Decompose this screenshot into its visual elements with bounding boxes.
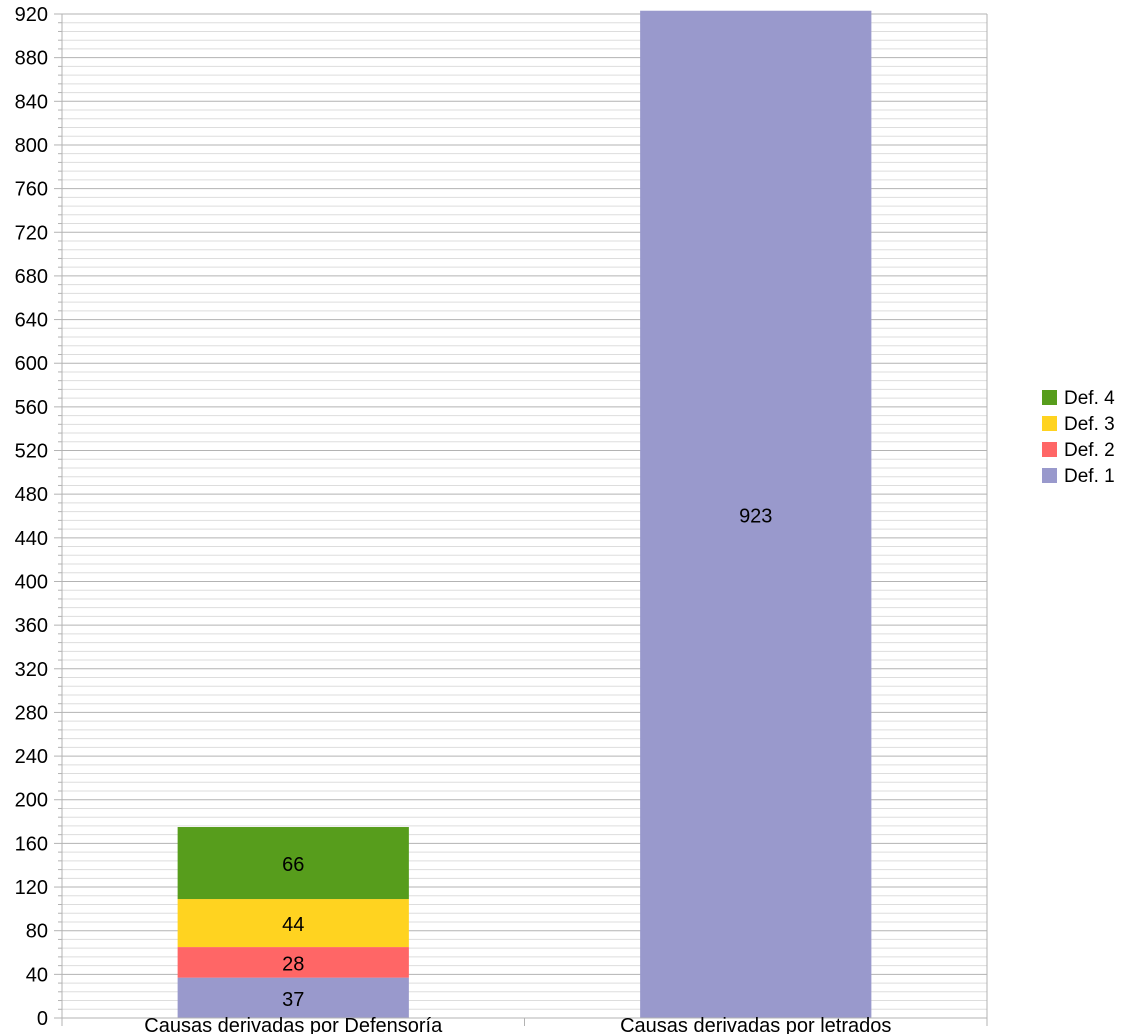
data-label: 923 (739, 505, 772, 527)
y-tick-label: 480 (15, 484, 48, 506)
y-tick-label: 640 (15, 310, 48, 332)
y-tick-label: 360 (15, 615, 48, 637)
data-label: 66 (282, 854, 304, 876)
category-labels: Causas derivadas por Defensoría Causas de… (144, 1015, 891, 1034)
y-tick-label: 720 (15, 222, 48, 244)
bar-segment (177, 977, 409, 1018)
y-tick-label: 440 (15, 528, 48, 550)
y-tick-label: 600 (15, 353, 48, 375)
y-tick-labels: 0 40 80 120 160 200 240 280 320 360 400 440 480 520 56… (15, 4, 48, 1030)
y-tick-label: 280 (15, 702, 48, 724)
category-label: Causas derivadas por Defensoría (144, 1015, 443, 1034)
legend-label: Def. 4 (1064, 388, 1115, 409)
y-tick-label: 0 (37, 1008, 48, 1030)
y-tick-label: 920 (15, 4, 48, 26)
legend: Def. 4 Def. 3 Def. 2 Def. 1 (1042, 388, 1115, 487)
bar-segment (177, 827, 409, 900)
y-tick-label: 80 (26, 921, 48, 943)
axes (54, 13, 988, 1026)
y-tick-label: 560 (15, 397, 48, 419)
y-tick-label: 760 (15, 179, 48, 201)
y-tick-label: 880 (15, 48, 48, 70)
legend-swatch (1042, 468, 1057, 483)
bar-segment (640, 10, 872, 1019)
y-tick-label: 800 (15, 135, 48, 157)
y-tick-label: 160 (15, 833, 48, 855)
y-tick-label: 200 (15, 790, 48, 812)
legend-swatch (1042, 442, 1057, 457)
y-tick-label: 320 (15, 659, 48, 681)
y-tick-label: 400 (15, 571, 48, 593)
bar-segment (177, 947, 409, 978)
legend-swatch (1042, 390, 1057, 405)
y-tick-label: 240 (15, 746, 48, 768)
y-tick-label: 120 (15, 877, 48, 899)
legend-label: Def. 1 (1064, 466, 1115, 487)
data-labels: 37 28 44 66 923 (282, 505, 772, 1010)
data-label: 44 (282, 914, 304, 936)
category-label: Causas derivadas por letrados (620, 1015, 891, 1034)
bar-segment (177, 899, 409, 948)
bars (177, 10, 872, 1019)
y-tick-label: 680 (15, 266, 48, 288)
data-label: 28 (282, 953, 304, 975)
data-label: 37 (282, 989, 304, 1011)
y-tick-label: 840 (15, 91, 48, 113)
legend-label: Def. 2 (1064, 440, 1115, 461)
y-tick-label: 520 (15, 441, 48, 463)
y-tick-label: 40 (26, 964, 48, 986)
legend-swatch (1042, 416, 1057, 431)
legend-label: Def. 3 (1064, 414, 1115, 435)
